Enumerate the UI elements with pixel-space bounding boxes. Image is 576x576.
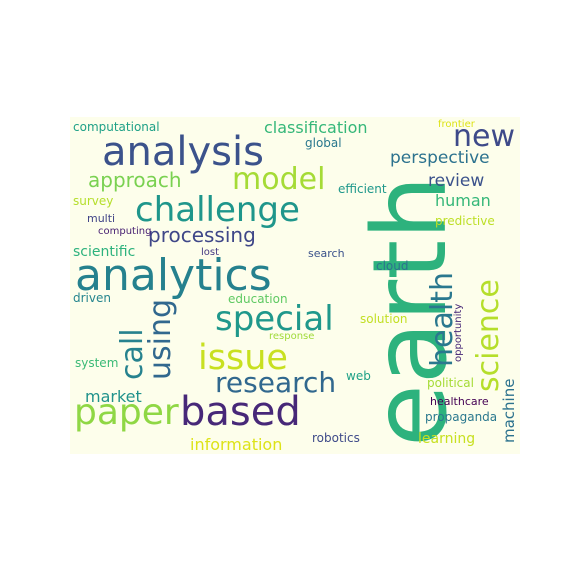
word-education: education <box>228 292 288 306</box>
word-issue: issue <box>198 338 288 378</box>
word-human: human <box>435 191 491 210</box>
word-paper: paper <box>74 392 179 433</box>
word-system: system <box>75 356 119 370</box>
word-scientific: scientific <box>73 244 136 260</box>
word-multi: multi <box>87 212 116 225</box>
word-computing: computing <box>98 226 152 237</box>
word-information: information <box>190 435 283 454</box>
word-new: new <box>453 119 516 154</box>
word-perspective: perspective <box>390 148 490 168</box>
word-global: global <box>305 136 342 150</box>
word-special: special <box>215 299 334 339</box>
word-computational: computational <box>73 120 160 134</box>
word-web: web <box>346 369 371 383</box>
word-efficient: efficient <box>338 182 387 196</box>
word-challenge: challenge <box>135 190 300 230</box>
word-solution: solution <box>360 312 408 326</box>
word-based: based <box>180 389 301 435</box>
word-classification: classification <box>264 118 368 137</box>
word-review: review <box>428 171 485 191</box>
word-opportunity: opportunity <box>453 303 464 362</box>
word-political: political <box>427 376 474 390</box>
word-cloud: earth analytics analysis challenge based pape… <box>70 117 520 454</box>
word-driven: driven <box>73 291 111 305</box>
word-analysis: analysis <box>102 129 264 175</box>
word-propaganda: propaganda <box>425 410 498 424</box>
word-healthcare: healthcare <box>430 395 489 408</box>
word-search: search <box>308 247 345 260</box>
word-learning: learning <box>418 431 476 447</box>
word-lost: lost <box>201 247 220 258</box>
word-predictive: predictive <box>435 214 495 228</box>
word-approach: approach <box>88 168 182 192</box>
word-research: research <box>215 366 337 399</box>
word-processing: processing <box>148 223 256 247</box>
word-survey: survey <box>73 194 114 208</box>
word-analytics: analytics <box>75 250 272 301</box>
word-using: using <box>143 298 178 380</box>
word-market: market <box>85 387 142 406</box>
word-robotics: robotics <box>312 431 360 445</box>
word-cloud: cloud <box>376 259 409 273</box>
word-response: response <box>269 331 315 342</box>
word-machine: machine <box>500 378 518 443</box>
word-model: model <box>232 162 326 197</box>
word-science: science <box>471 279 506 392</box>
word-frontier: frontier <box>438 119 475 130</box>
